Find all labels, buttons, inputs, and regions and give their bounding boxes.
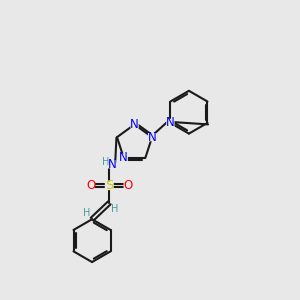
FancyBboxPatch shape [124,182,132,190]
FancyBboxPatch shape [120,154,128,162]
FancyBboxPatch shape [102,160,116,168]
Text: H: H [111,204,119,214]
Text: N: N [166,116,175,129]
Text: O: O [123,179,132,192]
Text: O: O [86,179,95,192]
FancyBboxPatch shape [105,181,114,190]
Text: N: N [148,131,156,144]
Text: S: S [105,179,113,192]
Text: H: H [102,158,110,167]
Text: N: N [130,118,139,131]
Text: N: N [119,151,128,164]
FancyBboxPatch shape [148,133,156,141]
FancyBboxPatch shape [130,120,139,129]
Text: H: H [82,208,90,218]
Text: N: N [108,158,117,171]
FancyBboxPatch shape [166,119,175,127]
FancyBboxPatch shape [87,182,95,190]
